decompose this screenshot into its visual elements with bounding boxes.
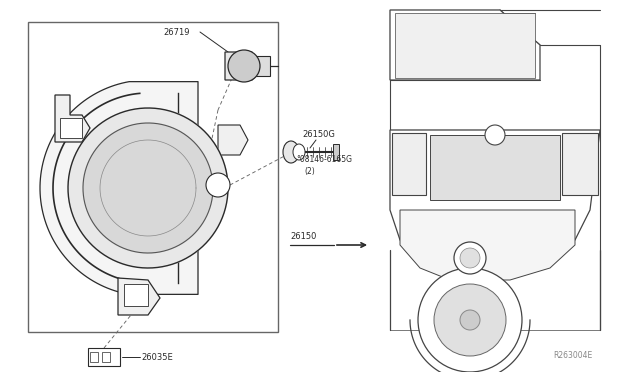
Bar bbox=[252, 56, 270, 76]
Ellipse shape bbox=[283, 141, 299, 163]
Text: 26719: 26719 bbox=[163, 28, 189, 37]
Circle shape bbox=[228, 50, 260, 82]
Bar bbox=[60, 118, 82, 138]
Text: 26150G: 26150G bbox=[302, 130, 335, 139]
Bar bbox=[333, 144, 339, 160]
Polygon shape bbox=[430, 135, 560, 200]
Polygon shape bbox=[83, 123, 213, 253]
Circle shape bbox=[460, 310, 480, 330]
Polygon shape bbox=[390, 130, 600, 278]
Polygon shape bbox=[68, 108, 228, 268]
Bar bbox=[90, 352, 98, 362]
Polygon shape bbox=[225, 52, 260, 80]
Bar bbox=[124, 284, 148, 306]
Circle shape bbox=[454, 242, 486, 274]
Text: R263004E: R263004E bbox=[554, 350, 593, 359]
Polygon shape bbox=[55, 95, 90, 142]
Polygon shape bbox=[118, 278, 160, 315]
Bar bbox=[102, 352, 110, 362]
Text: (2): (2) bbox=[304, 167, 315, 176]
Circle shape bbox=[418, 268, 522, 372]
Polygon shape bbox=[562, 133, 598, 195]
Text: 26035E: 26035E bbox=[141, 353, 173, 362]
Polygon shape bbox=[390, 10, 540, 80]
Polygon shape bbox=[218, 125, 248, 155]
Bar bbox=[88, 348, 120, 366]
Circle shape bbox=[206, 173, 230, 197]
Polygon shape bbox=[392, 133, 426, 195]
Text: °08146-6165G: °08146-6165G bbox=[296, 155, 352, 164]
Polygon shape bbox=[400, 210, 575, 280]
Polygon shape bbox=[40, 81, 198, 294]
Polygon shape bbox=[395, 13, 535, 78]
Bar bbox=[28, 22, 278, 332]
Circle shape bbox=[485, 125, 505, 145]
Circle shape bbox=[434, 284, 506, 356]
Text: 26150: 26150 bbox=[290, 232, 316, 241]
Circle shape bbox=[460, 248, 480, 268]
Ellipse shape bbox=[293, 144, 305, 160]
